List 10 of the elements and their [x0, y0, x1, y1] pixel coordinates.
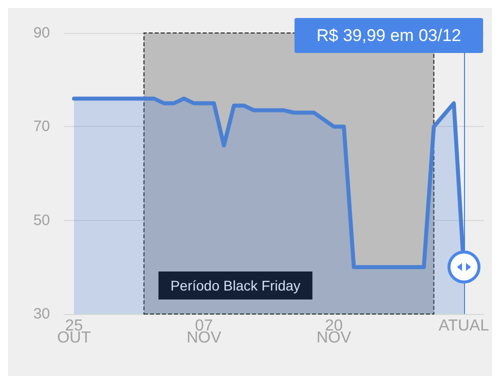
y-tick-label: 30: [33, 306, 50, 322]
ref-line-label: R$ 39,99 em 03/12: [316, 26, 462, 45]
y-tick-label: 50: [33, 212, 50, 229]
y-tick-label: 90: [33, 24, 50, 42]
x-tick-label: ATUAL: [438, 318, 490, 334]
x-tick-label: 07 NOV: [186, 318, 222, 346]
y-tick-label: 70: [33, 118, 50, 136]
x-tick-label: 25 OUT: [57, 318, 92, 346]
x-tick-label: 20 NOV: [316, 318, 352, 346]
band-label: Período Black Friday: [170, 278, 300, 294]
